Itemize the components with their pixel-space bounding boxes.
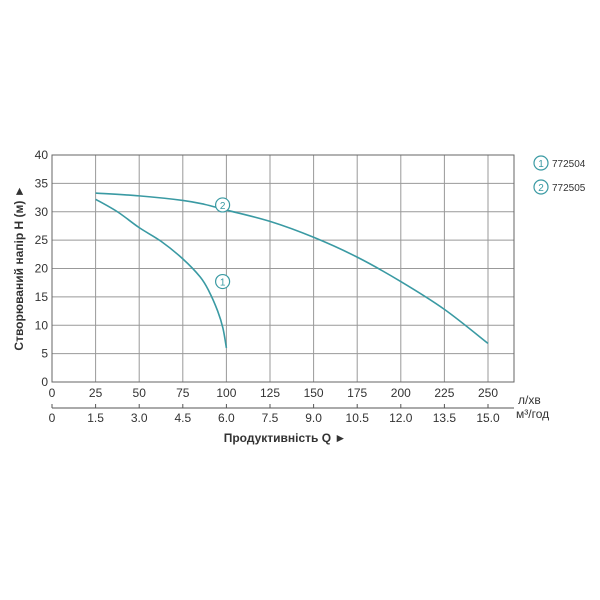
x2-tick-label: 9.0	[305, 411, 322, 425]
series-marker-1	[215, 273, 231, 290]
legend-marker-label: 2	[538, 183, 544, 194]
x2-tick-label: 12.0	[389, 411, 413, 425]
y-tick-label: 40	[35, 148, 49, 162]
x-tick-label: 225	[434, 386, 454, 400]
x-tick-label: 0	[49, 386, 56, 400]
x2-tick-label: 0	[49, 411, 56, 425]
x2-tick-label: 10.5	[346, 411, 370, 425]
legend-marker-1	[533, 155, 549, 171]
series-marker-2	[215, 197, 231, 213]
y-tick-label: 15	[35, 290, 49, 304]
y-tick-label: 10	[35, 318, 49, 332]
series-line-1	[95, 198, 228, 349]
x2-tick-label: 7.5	[262, 411, 279, 425]
x2-tick-label: 4.5	[174, 411, 191, 425]
legend-entry: 772504	[552, 159, 586, 170]
x2-unit: м³/год	[516, 407, 549, 421]
legend-marker-label: 1	[538, 159, 544, 170]
x-tick-label: 150	[304, 386, 324, 400]
x-tick-label: 100	[216, 386, 236, 400]
y-tick-label: 30	[35, 205, 49, 219]
legend-entry: 772505	[552, 183, 586, 194]
series-marker-label: 1	[220, 278, 226, 289]
y-tick-label: 20	[35, 262, 49, 276]
y-tick-label: 0	[41, 375, 48, 389]
y-tick-label: 5	[41, 347, 48, 361]
x-tick-label: 200	[391, 386, 411, 400]
series-line-2	[95, 192, 489, 345]
x-tick-label: 75	[176, 386, 190, 400]
x-tick-label: 125	[260, 386, 280, 400]
x2-tick-label: 6.0	[218, 411, 235, 425]
plot-frame	[51, 154, 515, 383]
x-tick-label: 250	[478, 386, 498, 400]
series-marker-label: 2	[220, 201, 226, 212]
x-unit: л/хв	[518, 393, 541, 407]
x2-tick-label: 13.5	[433, 411, 457, 425]
x2-tick-label: 15.0	[476, 411, 500, 425]
x2-tick-label: 1.5	[87, 411, 104, 425]
x2-tick-label: 3.0	[131, 411, 148, 425]
legend-marker-2	[533, 179, 549, 195]
y-tick-label: 25	[35, 233, 49, 247]
x-tick-label: 175	[347, 386, 367, 400]
x-axis-title: Продуктивність Q ►	[224, 431, 347, 445]
x-tick-label: 50	[133, 386, 147, 400]
x-tick-label: 25	[89, 386, 103, 400]
y-axis-title: Створюваний напір H (м) ►	[12, 185, 26, 350]
y-tick-label: 35	[35, 176, 49, 190]
